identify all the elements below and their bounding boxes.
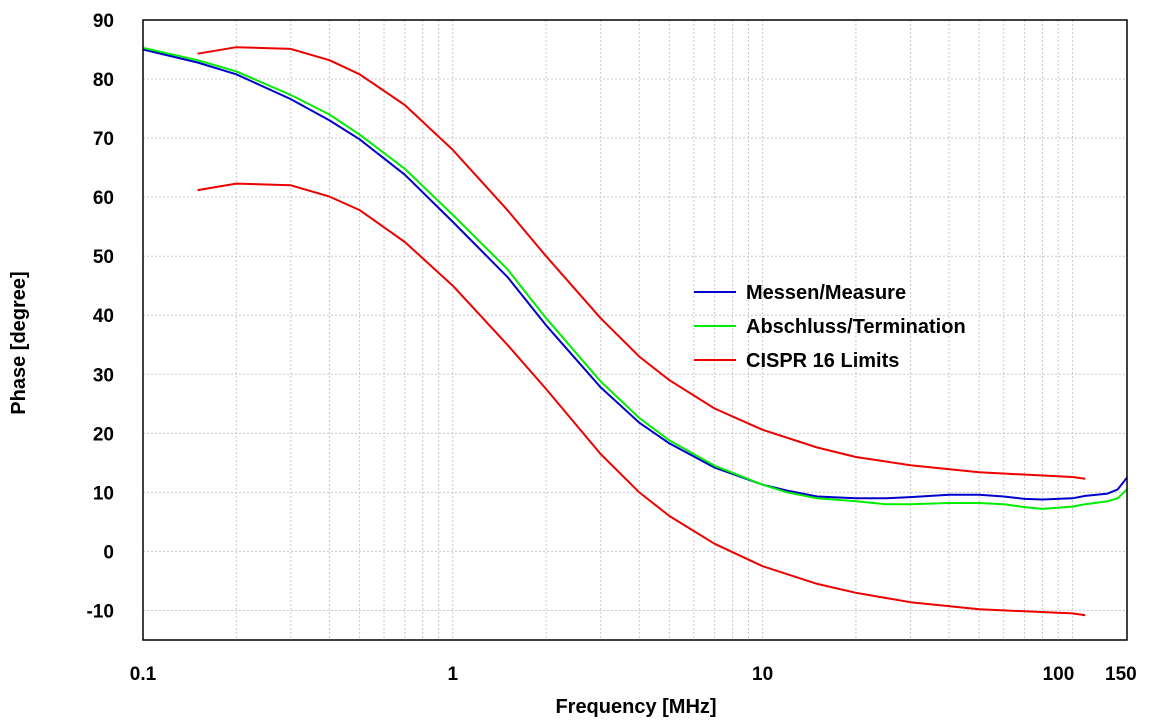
x-tick-label: 10 [752, 664, 773, 685]
y-tick-label: 60 [93, 188, 114, 209]
y-tick-label: 80 [93, 70, 114, 91]
grid [142, 19, 1127, 640]
x-axis-title: Frequency [MHz] [555, 696, 716, 718]
y-tick-label: 30 [93, 365, 114, 386]
series-line [142, 46, 1128, 510]
x-tick-label: 0.1 [130, 664, 157, 685]
y-tick-label: 20 [93, 424, 114, 445]
y-tick-label: 40 [93, 306, 114, 327]
y-tick-label: 70 [93, 129, 114, 150]
legend-entry: Messen/Measure [746, 282, 906, 304]
series-layer [142, 46, 1128, 617]
x-tick-label: 150 [1105, 664, 1137, 685]
y-tick-label: 50 [93, 247, 114, 268]
y-tick-label: 0 [103, 542, 114, 563]
x-tick-label: 1 [448, 664, 459, 685]
legend-entry: CISPR 16 Limits [746, 350, 899, 372]
series-line [197, 46, 1086, 480]
series-line [197, 182, 1086, 617]
y-tick-label: -10 [87, 601, 114, 622]
y-axis-title: Phase [degree] [8, 271, 30, 414]
y-tick-label: 90 [93, 11, 114, 32]
legend-entry: Abschluss/Termination [746, 316, 966, 338]
y-tick-label: 10 [93, 483, 114, 504]
plot-frame [142, 19, 1128, 641]
legend: Messen/Measure Abschluss/Termination CISPR… [694, 282, 966, 372]
x-tick-label: 100 [1043, 664, 1075, 685]
